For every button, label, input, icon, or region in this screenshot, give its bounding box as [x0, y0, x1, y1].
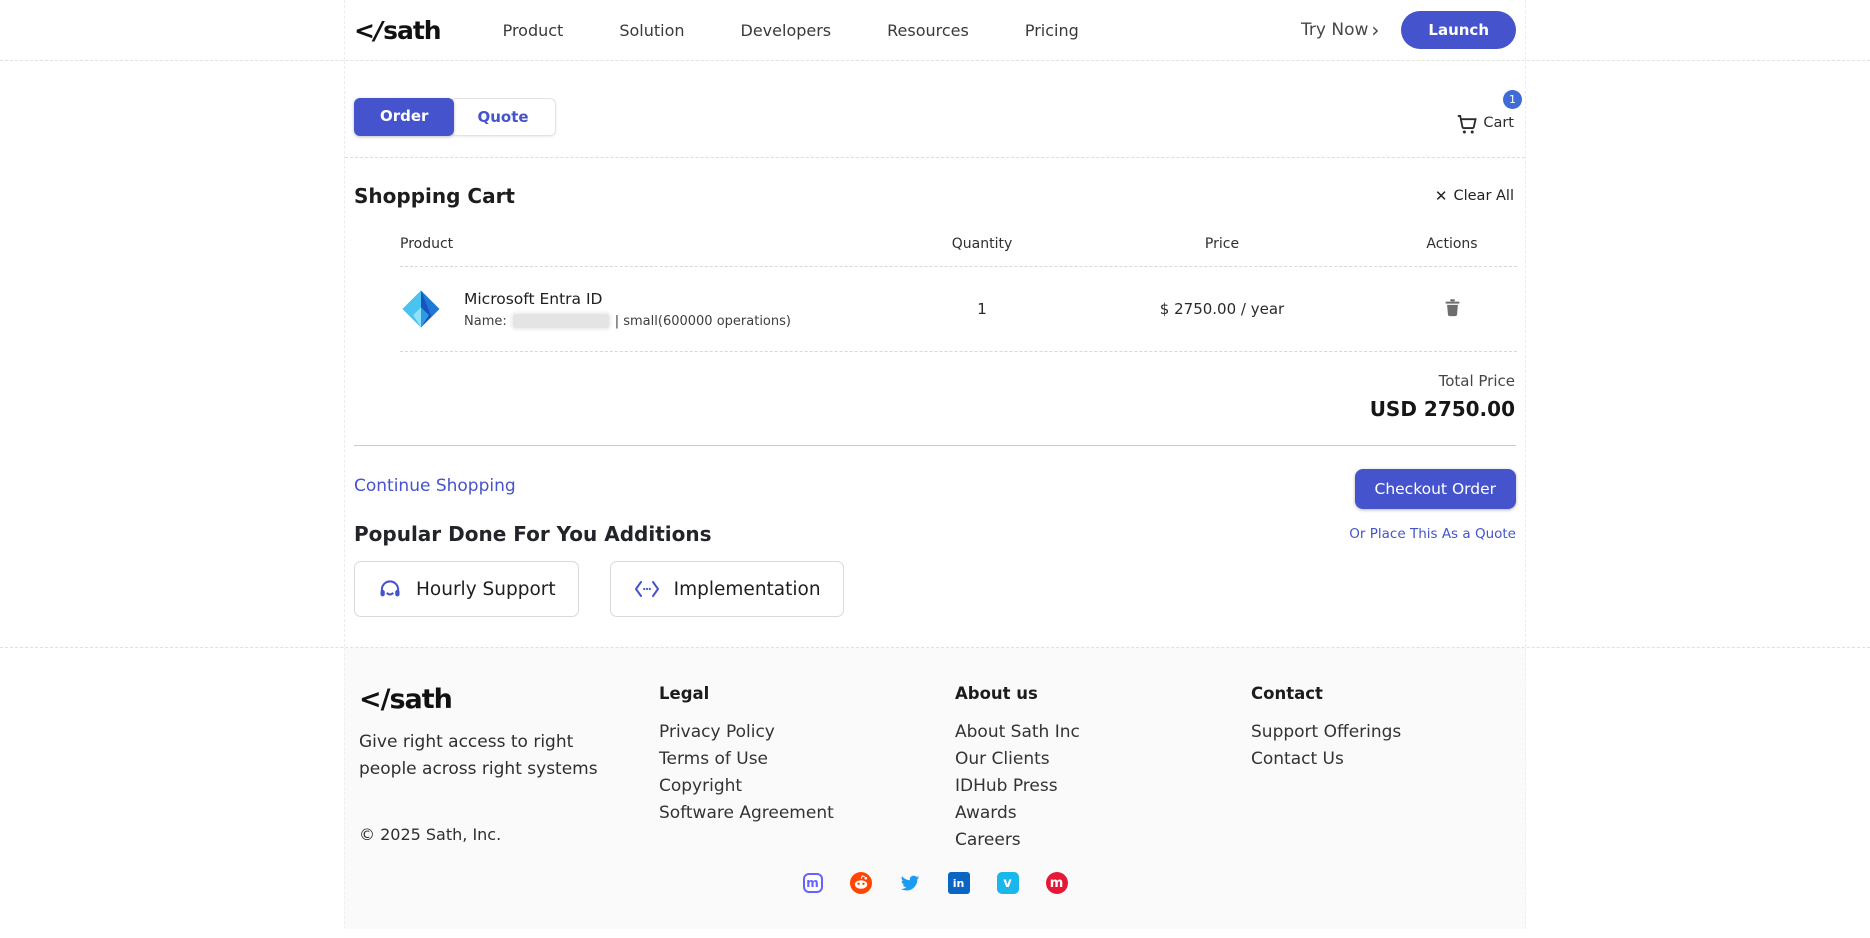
logo-angle-mark: </: [354, 15, 383, 45]
redacted-name-value: [512, 314, 609, 328]
footer-heading-contact: Contact: [1251, 684, 1323, 703]
col-header-price: Price: [1204, 236, 1240, 252]
chevron-right-icon: ›: [1371, 18, 1380, 42]
tab-order[interactable]: Order: [354, 98, 455, 136]
main-nav: Product Solution Developers Resources Pr…: [503, 21, 1079, 40]
footer-tagline: Give right access to right people across…: [359, 732, 598, 779]
top-nav-bar: </sath Product Solution Developers Resou…: [0, 0, 1870, 61]
hourly-support-label: Hourly Support: [416, 578, 556, 600]
nav-solution[interactable]: Solution: [619, 20, 685, 40]
footer-column-legal: Legal Privacy Policy Terms of Use Copyri…: [659, 684, 955, 854]
vimeo-icon[interactable]: v: [996, 872, 1019, 894]
meetup-icon[interactable]: m: [1045, 872, 1068, 894]
linkedin-icon[interactable]: in: [947, 872, 970, 894]
footer: </sath Give right access to right people…: [0, 647, 1870, 929]
footer-logo-text: sath: [389, 684, 452, 715]
nav-pricing[interactable]: Pricing: [1024, 20, 1079, 40]
twitter-icon[interactable]: [899, 872, 921, 894]
copyright-text: © 2025 Sath, Inc.: [359, 825, 502, 844]
footer-heading-about: About us: [955, 684, 1038, 703]
sath-logo[interactable]: </sath: [354, 15, 442, 45]
link-terms-of-use[interactable]: Terms of Use: [659, 749, 769, 769]
nav-resources[interactable]: Resources: [887, 20, 969, 40]
footer-brand: </sath Give right access to right people…: [359, 684, 659, 854]
cart-table: Product Quantity Price Actions Microsoft: [345, 208, 1525, 352]
cart-button[interactable]: Cart 1: [1454, 90, 1522, 136]
link-about-sath[interactable]: About Sath Inc: [955, 722, 1080, 742]
close-icon: ✕: [1434, 187, 1448, 205]
nav-developers[interactable]: Developers: [740, 20, 832, 40]
footer-column-about: About us About Sath Inc Our Clients IDHu…: [955, 684, 1251, 854]
col-header-actions: Actions: [1426, 236, 1478, 252]
col-header-quantity: Quantity: [951, 236, 1013, 252]
implementation-button[interactable]: Implementation: [609, 561, 844, 617]
footer-heading-legal: Legal: [659, 684, 710, 703]
cart-icon: [1454, 110, 1480, 136]
divider: [345, 157, 1525, 158]
hourly-support-button[interactable]: Hourly Support: [354, 561, 579, 617]
headset-icon: [377, 576, 403, 602]
product-plan: | small(600000 operations): [614, 313, 791, 329]
code-icon: [633, 578, 661, 600]
link-awards[interactable]: Awards: [955, 803, 1017, 823]
link-contact-us[interactable]: Contact Us: [1251, 749, 1344, 769]
microsoft-entra-id-icon: [400, 288, 442, 330]
try-now-label: Try Now: [1301, 20, 1369, 40]
clear-all-label: Clear All: [1453, 188, 1514, 204]
implementation-label: Implementation: [673, 578, 821, 600]
footer-sath-logo[interactable]: </sath: [359, 684, 659, 715]
total-price-label: Total Price: [1438, 372, 1515, 390]
link-careers[interactable]: Careers: [955, 830, 1021, 850]
footer-column-contact: Contact Support Offerings Contact Us: [1251, 684, 1511, 854]
table-header-row: Product Quantity Price Actions: [400, 236, 1517, 267]
link-privacy-policy[interactable]: Privacy Policy: [659, 722, 775, 742]
table-row: Microsoft Entra ID Name: | small(600000 …: [400, 267, 1517, 352]
mastodon-icon[interactable]: m: [802, 873, 823, 893]
link-copyright[interactable]: Copyright: [659, 776, 743, 796]
social-links: m in v m: [359, 872, 1511, 894]
popular-additions-title: Popular Done For You Additions: [354, 522, 712, 546]
logo-text: sath: [383, 15, 441, 45]
nav-product[interactable]: Product: [502, 20, 564, 40]
shopping-cart-title: Shopping Cart: [354, 184, 515, 208]
col-header-product: Product: [400, 236, 454, 252]
link-our-clients[interactable]: Our Clients: [955, 749, 1050, 769]
launch-button[interactable]: Launch: [1401, 11, 1516, 49]
clear-all-button[interactable]: ✕ Clear All: [1435, 187, 1514, 205]
price-value: $ 2750.00 / year: [1159, 300, 1285, 318]
total-price-value: USD 2750.00: [1369, 397, 1515, 421]
checkout-order-button[interactable]: Checkout Order: [1354, 469, 1516, 509]
continue-shopping-link[interactable]: Continue Shopping: [354, 476, 516, 496]
reddit-icon[interactable]: [849, 872, 872, 894]
delete-item-trash-icon[interactable]: [1442, 297, 1463, 318]
cart-count-badge: 1: [1503, 90, 1522, 109]
product-name-prefix: Name:: [464, 313, 507, 329]
main-content: Order Quote Cart 1 Shopping Cart ✕ Clear…: [344, 61, 1526, 647]
footer-logo-mark: </: [359, 684, 391, 715]
try-now-link[interactable]: Try Now ›: [1301, 20, 1379, 40]
link-support-offerings[interactable]: Support Offerings: [1251, 722, 1402, 742]
divider: [354, 445, 1516, 446]
product-name: Microsoft Entra ID: [464, 289, 603, 308]
tab-quote[interactable]: Quote: [450, 98, 556, 136]
place-as-quote-link[interactable]: Or Place This As a Quote: [1349, 526, 1516, 542]
link-software-agreement[interactable]: Software Agreement: [659, 803, 834, 823]
link-idhub-press[interactable]: IDHub Press: [955, 776, 1058, 796]
quantity-value: 1: [977, 300, 987, 318]
cart-label: Cart: [1483, 115, 1514, 131]
order-quote-toggle: Order Quote: [354, 98, 556, 136]
